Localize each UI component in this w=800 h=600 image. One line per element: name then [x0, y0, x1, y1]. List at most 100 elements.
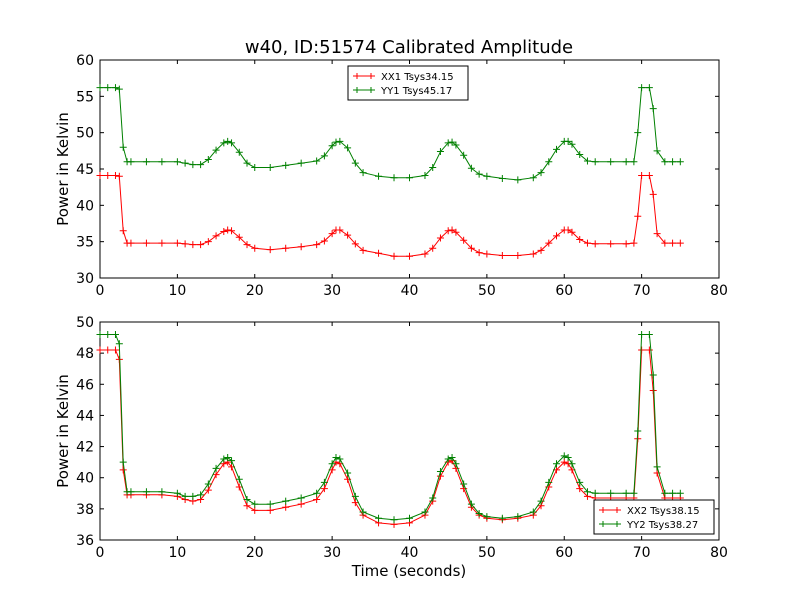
data-point [96, 330, 104, 338]
data-point [297, 243, 305, 251]
data-point [406, 514, 413, 522]
data-point [181, 240, 189, 248]
data-point [158, 158, 166, 166]
data-point [436, 467, 444, 475]
data-point [332, 453, 340, 461]
data-point [529, 508, 537, 516]
legend-marker [602, 521, 618, 527]
data-point [297, 500, 305, 508]
data-point [545, 158, 553, 166]
data-point [553, 232, 561, 240]
data-point [189, 161, 197, 169]
data-point [653, 463, 661, 471]
data-point [545, 478, 553, 486]
x-tick-label: 20 [246, 283, 264, 299]
y-tick-label: 35 [76, 235, 94, 251]
data-point [661, 489, 669, 497]
data-point [483, 250, 491, 258]
data-point [622, 489, 630, 497]
legend-marker [356, 73, 372, 79]
data-point [351, 240, 359, 248]
data-point [251, 506, 259, 514]
data-point [421, 508, 429, 516]
data-point [390, 252, 398, 260]
data-point [197, 241, 205, 249]
data-point [204, 156, 212, 164]
data-point [638, 84, 646, 92]
data-point [483, 172, 491, 180]
data-point [375, 172, 383, 180]
y-tick-label: 44 [76, 408, 94, 424]
data-point [467, 164, 475, 172]
data-point [189, 241, 197, 249]
y-tick-label: 36 [76, 533, 94, 549]
data-point [537, 169, 545, 177]
data-point [104, 84, 112, 92]
y-tick-label: 45 [76, 162, 94, 178]
data-point [351, 159, 359, 167]
data-point [653, 147, 661, 155]
x-tick-label: 0 [96, 545, 105, 561]
data-point [359, 246, 367, 254]
data-point [243, 159, 251, 167]
data-point [553, 460, 561, 468]
data-point [669, 489, 677, 497]
data-point [111, 346, 119, 354]
data-point [514, 251, 522, 259]
data-point [607, 240, 615, 248]
data-point [224, 453, 232, 461]
data-point [529, 174, 537, 182]
data-point [235, 148, 243, 156]
y-tick-label: 46 [76, 377, 94, 393]
data-point [320, 237, 328, 245]
data-point [645, 84, 653, 92]
y-tick-label: 48 [76, 346, 94, 362]
x-tick-label: 80 [710, 545, 728, 561]
data-point [436, 234, 444, 242]
data-point [220, 139, 228, 147]
data-point [344, 231, 352, 239]
legend-box [347, 65, 469, 101]
data-point [460, 151, 468, 159]
data-point [359, 169, 367, 177]
data-point [96, 346, 104, 354]
data-point [228, 457, 236, 465]
x-tick-label: 0 [96, 283, 105, 299]
data-point [251, 500, 259, 508]
data-point [266, 246, 274, 254]
data-point [204, 238, 212, 246]
data-point [676, 489, 684, 497]
legend-label: XX1 Tsys34.15 [381, 72, 454, 83]
data-point [390, 174, 398, 182]
data-point [568, 228, 576, 236]
data-point [297, 159, 305, 167]
data-point [529, 250, 537, 258]
data-point [332, 138, 340, 146]
data-point [220, 227, 228, 235]
data-point [661, 158, 669, 166]
legend-box [593, 499, 715, 535]
data-point [344, 469, 352, 477]
data-point [297, 494, 305, 502]
data-point [498, 174, 506, 182]
data-point [336, 455, 344, 463]
data-point [320, 485, 328, 493]
data-point [266, 506, 274, 514]
data-point [429, 494, 437, 502]
data-point [197, 161, 205, 169]
data-point [634, 129, 642, 137]
data-point [243, 241, 251, 249]
data-point [421, 172, 429, 180]
data-point [115, 172, 123, 180]
data-point [104, 172, 112, 180]
data-point [351, 492, 359, 500]
data-point [649, 387, 657, 395]
data-point [228, 227, 236, 235]
data-point [142, 488, 150, 496]
data-point [448, 226, 456, 234]
y-tick-label: 42 [76, 440, 94, 456]
data-point [436, 148, 444, 156]
data-point [158, 239, 166, 247]
data-point [235, 483, 243, 491]
data-point [475, 249, 483, 257]
